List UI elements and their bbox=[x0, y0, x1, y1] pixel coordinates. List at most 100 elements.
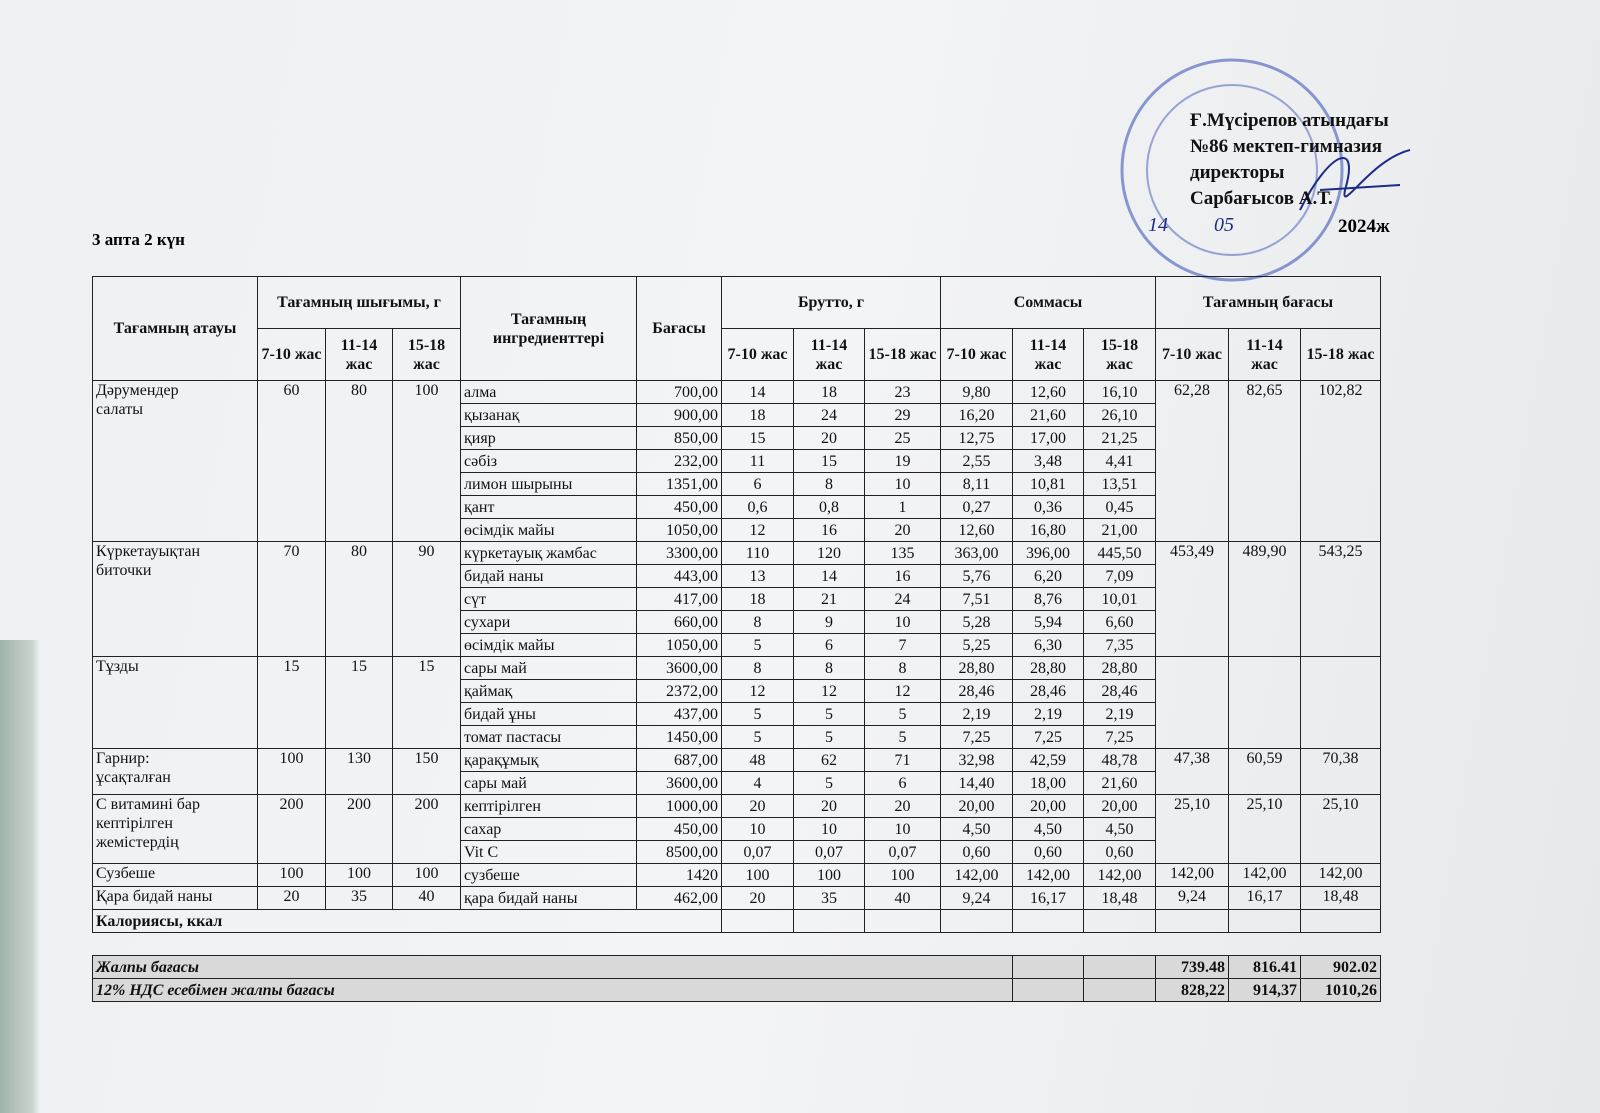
ingredient-name: сузбеше bbox=[460, 863, 637, 887]
ingredient-row: Тұзды 15 15 15 сары май 3600,00 8 8 8 28,80 28,80 2… bbox=[92, 656, 1381, 749]
brutto-value: 0,6 bbox=[721, 495, 794, 519]
ingredient-price: 3600,00 bbox=[636, 771, 722, 795]
age-header: 7-10 жас bbox=[721, 328, 794, 381]
ingredient-price: 850,00 bbox=[636, 426, 722, 450]
brutto-value: 35 bbox=[793, 886, 865, 910]
age-header: 7-10 жас bbox=[940, 328, 1013, 381]
ingredient-row: сары май 3600,00 4 5 6 14,40 18,00 21,60 bbox=[93, 771, 1381, 795]
brutto-value: 23 bbox=[864, 380, 941, 404]
brutto-value: 6 bbox=[721, 472, 794, 496]
dish-price: 47,38 bbox=[1155, 748, 1229, 795]
sum-value: 12,60 bbox=[1012, 380, 1084, 404]
brutto-value: 1 bbox=[864, 495, 941, 519]
brutto-value: 6 bbox=[864, 771, 941, 795]
sum-value: 10,01 bbox=[1083, 587, 1156, 611]
ingredient-price: 8500,00 bbox=[636, 840, 722, 864]
empty-cell bbox=[92, 932, 1381, 956]
ingredient-price: 900,00 bbox=[636, 403, 722, 427]
ingredient-price: 3300,00 bbox=[636, 541, 722, 565]
brutto-value: 15 bbox=[721, 426, 794, 450]
ingredient-price: 3600,00 bbox=[636, 656, 722, 680]
brutto-value: 12 bbox=[721, 518, 794, 542]
signature bbox=[1299, 149, 1411, 211]
total-value: 816.41 bbox=[1228, 955, 1301, 979]
dish-price bbox=[1300, 656, 1381, 749]
brutto-value: 7 bbox=[864, 633, 941, 657]
sum-value: 26,10 bbox=[1083, 403, 1156, 427]
approval-block: Ғ.Мүсірепов атындағы №86 мектеп-гимназия… bbox=[1190, 108, 1389, 212]
sum-value: 42,59 bbox=[1012, 748, 1084, 772]
ingredient-price: 232,00 bbox=[636, 449, 722, 473]
sum-value: 12,60 bbox=[940, 518, 1013, 542]
sum-value: 20,00 bbox=[1012, 794, 1084, 818]
dish-price: 25,10 bbox=[1228, 794, 1301, 864]
ingredient-price: 462,00 bbox=[636, 886, 722, 910]
brutto-value: 20 bbox=[864, 794, 941, 818]
brutto-value: 8 bbox=[864, 656, 941, 680]
dish-name: Күркетауықтан биточки bbox=[92, 541, 258, 657]
brutto-value: 8 bbox=[721, 610, 794, 634]
empty-cell bbox=[1083, 955, 1156, 979]
brutto-value: 16 bbox=[864, 564, 941, 588]
ingredient-price: 437,00 bbox=[636, 702, 722, 726]
brutto-value: 100 bbox=[721, 863, 794, 887]
ingredient-row: Күркетауықтан биточки 70 80 90 күркетауық жа… bbox=[92, 541, 1381, 657]
ingredient-name: қияр bbox=[460, 426, 637, 450]
age-header: 7-10 жас bbox=[1155, 328, 1229, 381]
brutto-value: 20 bbox=[793, 794, 865, 818]
brutto-value: 100 bbox=[793, 863, 865, 887]
ingredient-price: 1050,00 bbox=[636, 518, 722, 542]
dish-name-text: Сузбеше bbox=[96, 865, 156, 882]
age-header: 15-18 жас bbox=[864, 328, 941, 381]
dish-yield: 80 bbox=[325, 380, 393, 542]
sum-value: 0,45 bbox=[1083, 495, 1156, 519]
ingredient-name: лимон шырыны bbox=[460, 472, 637, 496]
brutto-value: 14 bbox=[793, 564, 865, 588]
brutto-value: 48 bbox=[721, 748, 794, 772]
dish-price: 82,65 bbox=[1228, 380, 1301, 542]
brutto-value: 0,07 bbox=[864, 840, 941, 864]
ingredient-name: қарақұмық bbox=[460, 748, 637, 772]
dish-price: 25,10 bbox=[1300, 794, 1381, 864]
dish-price: 142,00 bbox=[1155, 863, 1229, 887]
menu-table: Тағамның атауы Тағамның шығымы, г Тағамның… bbox=[92, 276, 1381, 1002]
dish-yield: 90 bbox=[392, 541, 461, 657]
dish-name: Гарнир: ұсақталған bbox=[92, 748, 258, 795]
empty-cell bbox=[940, 909, 1013, 933]
brutto-value: 10 bbox=[864, 472, 941, 496]
ingredient-row: өсімдік майы 1050,00 5 6 7 5,25 6,30 7,35 bbox=[93, 633, 1381, 657]
ingredient-name: сәбіз bbox=[460, 449, 637, 473]
brutto-value: 18 bbox=[721, 587, 794, 611]
sum-value: 28,46 bbox=[940, 679, 1013, 703]
empty-cell bbox=[1083, 978, 1156, 1002]
ingredient-name: алма bbox=[460, 380, 637, 404]
sum-value: 0,60 bbox=[1083, 840, 1156, 864]
brutto-value: 5 bbox=[864, 725, 941, 749]
sum-value: 0,60 bbox=[940, 840, 1013, 864]
brutto-value: 29 bbox=[864, 403, 941, 427]
spacer-row bbox=[92, 932, 1381, 956]
sum-value: 6,20 bbox=[1012, 564, 1084, 588]
sum-value: 28,46 bbox=[1012, 679, 1084, 703]
sum-value: 7,25 bbox=[1012, 725, 1084, 749]
dish-yield: 15 bbox=[392, 656, 461, 749]
ingredient-price: 660,00 bbox=[636, 610, 722, 634]
ingredient-price: 1050,00 bbox=[636, 633, 722, 657]
brutto-value: 0,8 bbox=[793, 495, 865, 519]
dish-yield: 20 bbox=[257, 886, 326, 910]
dish-price: 62,28 bbox=[1155, 380, 1229, 542]
ingredient-price: 450,00 bbox=[636, 495, 722, 519]
sum-value: 10,81 bbox=[1012, 472, 1084, 496]
dish-name-text: С витамині бар кептірілген жемістердің bbox=[96, 796, 201, 851]
dish-name-text: Тұзды bbox=[96, 658, 139, 675]
brutto-value: 19 bbox=[864, 449, 941, 473]
ingredient-price: 1420 bbox=[636, 863, 722, 887]
ingredient-name: сары май bbox=[460, 656, 637, 680]
ingredient-name: томат пастасы bbox=[460, 725, 637, 749]
sum-value: 21,60 bbox=[1012, 403, 1084, 427]
dish-price: 543,25 bbox=[1300, 541, 1381, 657]
sum-value: 5,94 bbox=[1012, 610, 1084, 634]
sum-value: 28,80 bbox=[1012, 656, 1084, 680]
sum-value: 7,09 bbox=[1083, 564, 1156, 588]
sum-value: 5,25 bbox=[940, 633, 1013, 657]
